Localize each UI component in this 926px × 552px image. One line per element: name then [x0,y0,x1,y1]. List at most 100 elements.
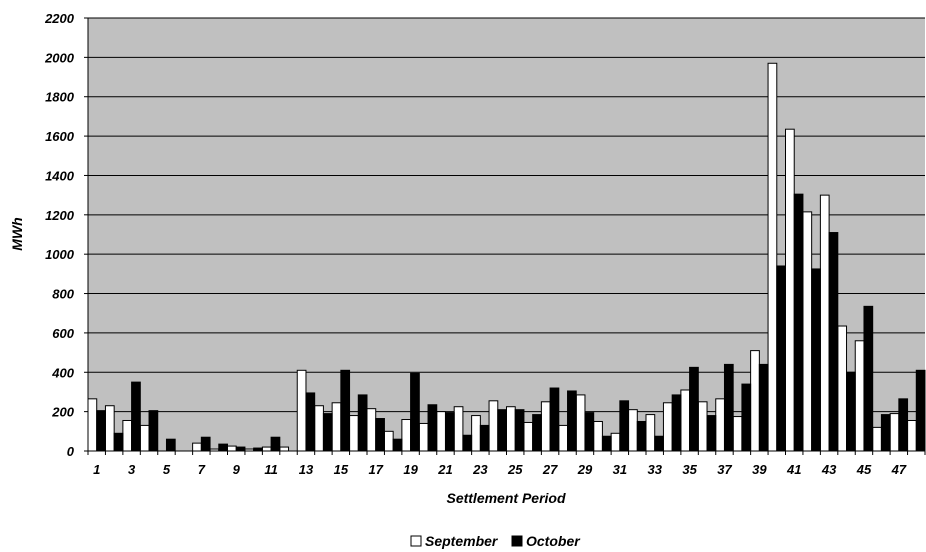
bar-september-40 [767,62,778,452]
bar-october-7 [200,436,211,452]
bar-september-28 [558,424,569,452]
x-tick-label: 35 [682,462,697,477]
bar-september-25 [506,406,516,452]
bar-october-46 [880,414,891,452]
y-tick-label: 600 [52,326,74,341]
y-tick-label: 1800 [45,90,75,105]
bar-october-43 [828,232,839,452]
x-tick-label: 21 [437,462,452,477]
bar-september-32 [628,409,638,452]
x-tick-label: 11 [264,462,278,477]
bar-september-34 [662,402,673,452]
bar-october-37 [723,363,734,452]
bar-october-34 [671,394,682,452]
bar-september-4 [139,424,150,452]
y-tick-label: 1000 [45,247,75,262]
x-tick-label: 37 [717,462,732,477]
bar-september-12 [279,446,290,452]
x-tick-label: 15 [334,462,349,477]
bar-september-41 [785,128,795,452]
bar-october-14 [322,413,333,452]
legend-swatch-september [410,535,422,547]
bar-october-15 [340,369,351,452]
bar-october-23 [479,424,490,452]
bar-october-40 [776,265,787,452]
bar-october-20 [427,404,438,452]
bar-september-9 [227,445,237,452]
bar-october-39 [758,363,769,452]
bar-september-24 [488,400,499,452]
bar-september-33 [645,414,656,452]
y-tick-label: 1400 [45,168,75,183]
bar-october-32 [636,420,647,452]
legend-label-september: September [425,533,499,549]
bar-october-18 [392,438,403,452]
bar-october-26 [532,414,542,452]
bar-september-23 [471,415,481,452]
x-tick-label: 3 [128,462,136,477]
bar-september-36 [697,401,708,452]
y-tick-label: 400 [51,365,74,380]
x-tick-label: 13 [299,462,314,477]
bar-october-31 [619,400,630,452]
bar-september-11 [261,446,272,452]
bar-september-35 [680,389,691,452]
bar-september-47 [889,413,900,452]
bar-september-26 [523,421,534,452]
legend: September October [410,533,581,549]
bar-october-24 [497,409,507,452]
bar-october-3 [131,381,141,452]
bar-october-19 [410,372,420,452]
bar-october-2 [113,432,124,452]
bar-october-22 [462,434,473,452]
x-axis-title: Settlement Period [446,490,565,506]
bar-september-19 [401,419,412,452]
bar-september-17 [366,408,377,452]
legend-label-october: October [526,533,581,549]
x-tick-label: 27 [542,462,558,477]
x-tick-label: 39 [752,462,767,477]
x-tick-label: 9 [233,462,241,477]
bar-october-45 [863,305,874,452]
bar-september-13 [296,369,307,452]
bar-october-25 [514,409,525,452]
bar-october-44 [846,371,856,452]
y-tick-label: 1600 [45,129,75,144]
bar-september-39 [750,350,760,452]
bar-october-11 [270,436,281,452]
bar-october-33 [654,435,664,452]
bar-october-48 [915,369,926,452]
bar-october-29 [584,412,595,452]
bar-september-42 [802,211,813,452]
y-tick-label: 800 [52,287,74,302]
x-tick-label: 17 [368,462,383,477]
bar-september-48 [907,419,917,452]
x-tick-label: 7 [198,462,206,477]
bar-september-3 [122,419,133,452]
x-tick-label: 43 [821,462,837,477]
x-tick-label: 31 [613,462,627,477]
bar-october-9 [235,446,246,452]
bar-october-41 [793,193,804,452]
bar-september-46 [872,426,882,452]
gridlines [88,17,925,413]
x-tick-label: 1 [93,462,100,477]
bar-october-21 [444,412,455,452]
bar-september-37 [715,398,725,452]
bar-september-29 [575,394,586,452]
x-tick-label: 33 [647,462,662,477]
bar-september-43 [819,194,830,452]
bar-september-22 [453,406,464,452]
bar-september-44 [837,325,848,452]
bar-september-2 [104,405,115,452]
bar-september-45 [854,340,865,452]
bar-september-27 [540,401,551,452]
x-tick-label: 45 [856,462,872,477]
y-tick-label: 2000 [44,50,75,65]
bar-october-5 [165,438,176,452]
bar-october-47 [898,398,909,452]
x-tick-label: 19 [403,462,418,477]
x-tick-label: 47 [891,462,907,477]
x-tick-label: 29 [577,462,593,477]
x-tick-label: 23 [472,462,488,477]
